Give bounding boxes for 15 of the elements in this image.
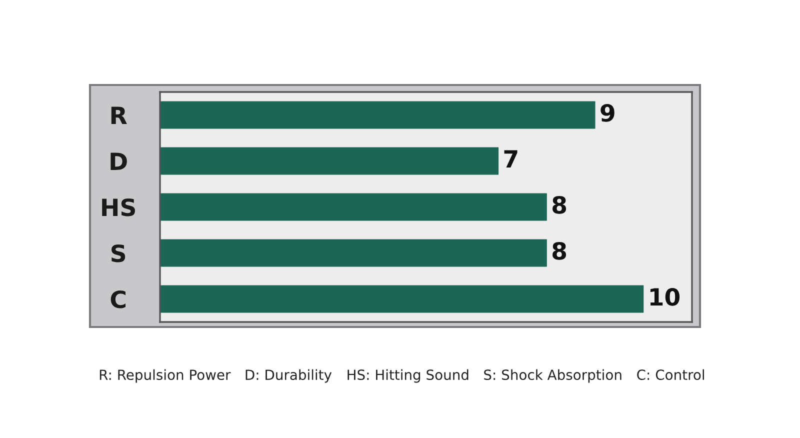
data-label: 8 (552, 242, 566, 260)
data-label: 10 (650, 288, 680, 306)
text: C: Control (637, 369, 704, 380)
y-tick-label: S (112, 244, 126, 262)
y-tick-label: HS (102, 198, 135, 216)
text: S: Shock Absorption (484, 369, 622, 383)
text: D: Durability (246, 369, 332, 383)
y-tick-label: R (111, 106, 127, 124)
text: HS: Hitting Sound (348, 369, 468, 383)
data-label: 9 (600, 104, 614, 122)
data-label: 7 (504, 150, 518, 168)
y-tick-label: D (110, 152, 127, 170)
y-tick-label: C (110, 290, 126, 308)
text: R: Repulsion Power (100, 369, 231, 383)
data-label: 8 (552, 196, 566, 214)
